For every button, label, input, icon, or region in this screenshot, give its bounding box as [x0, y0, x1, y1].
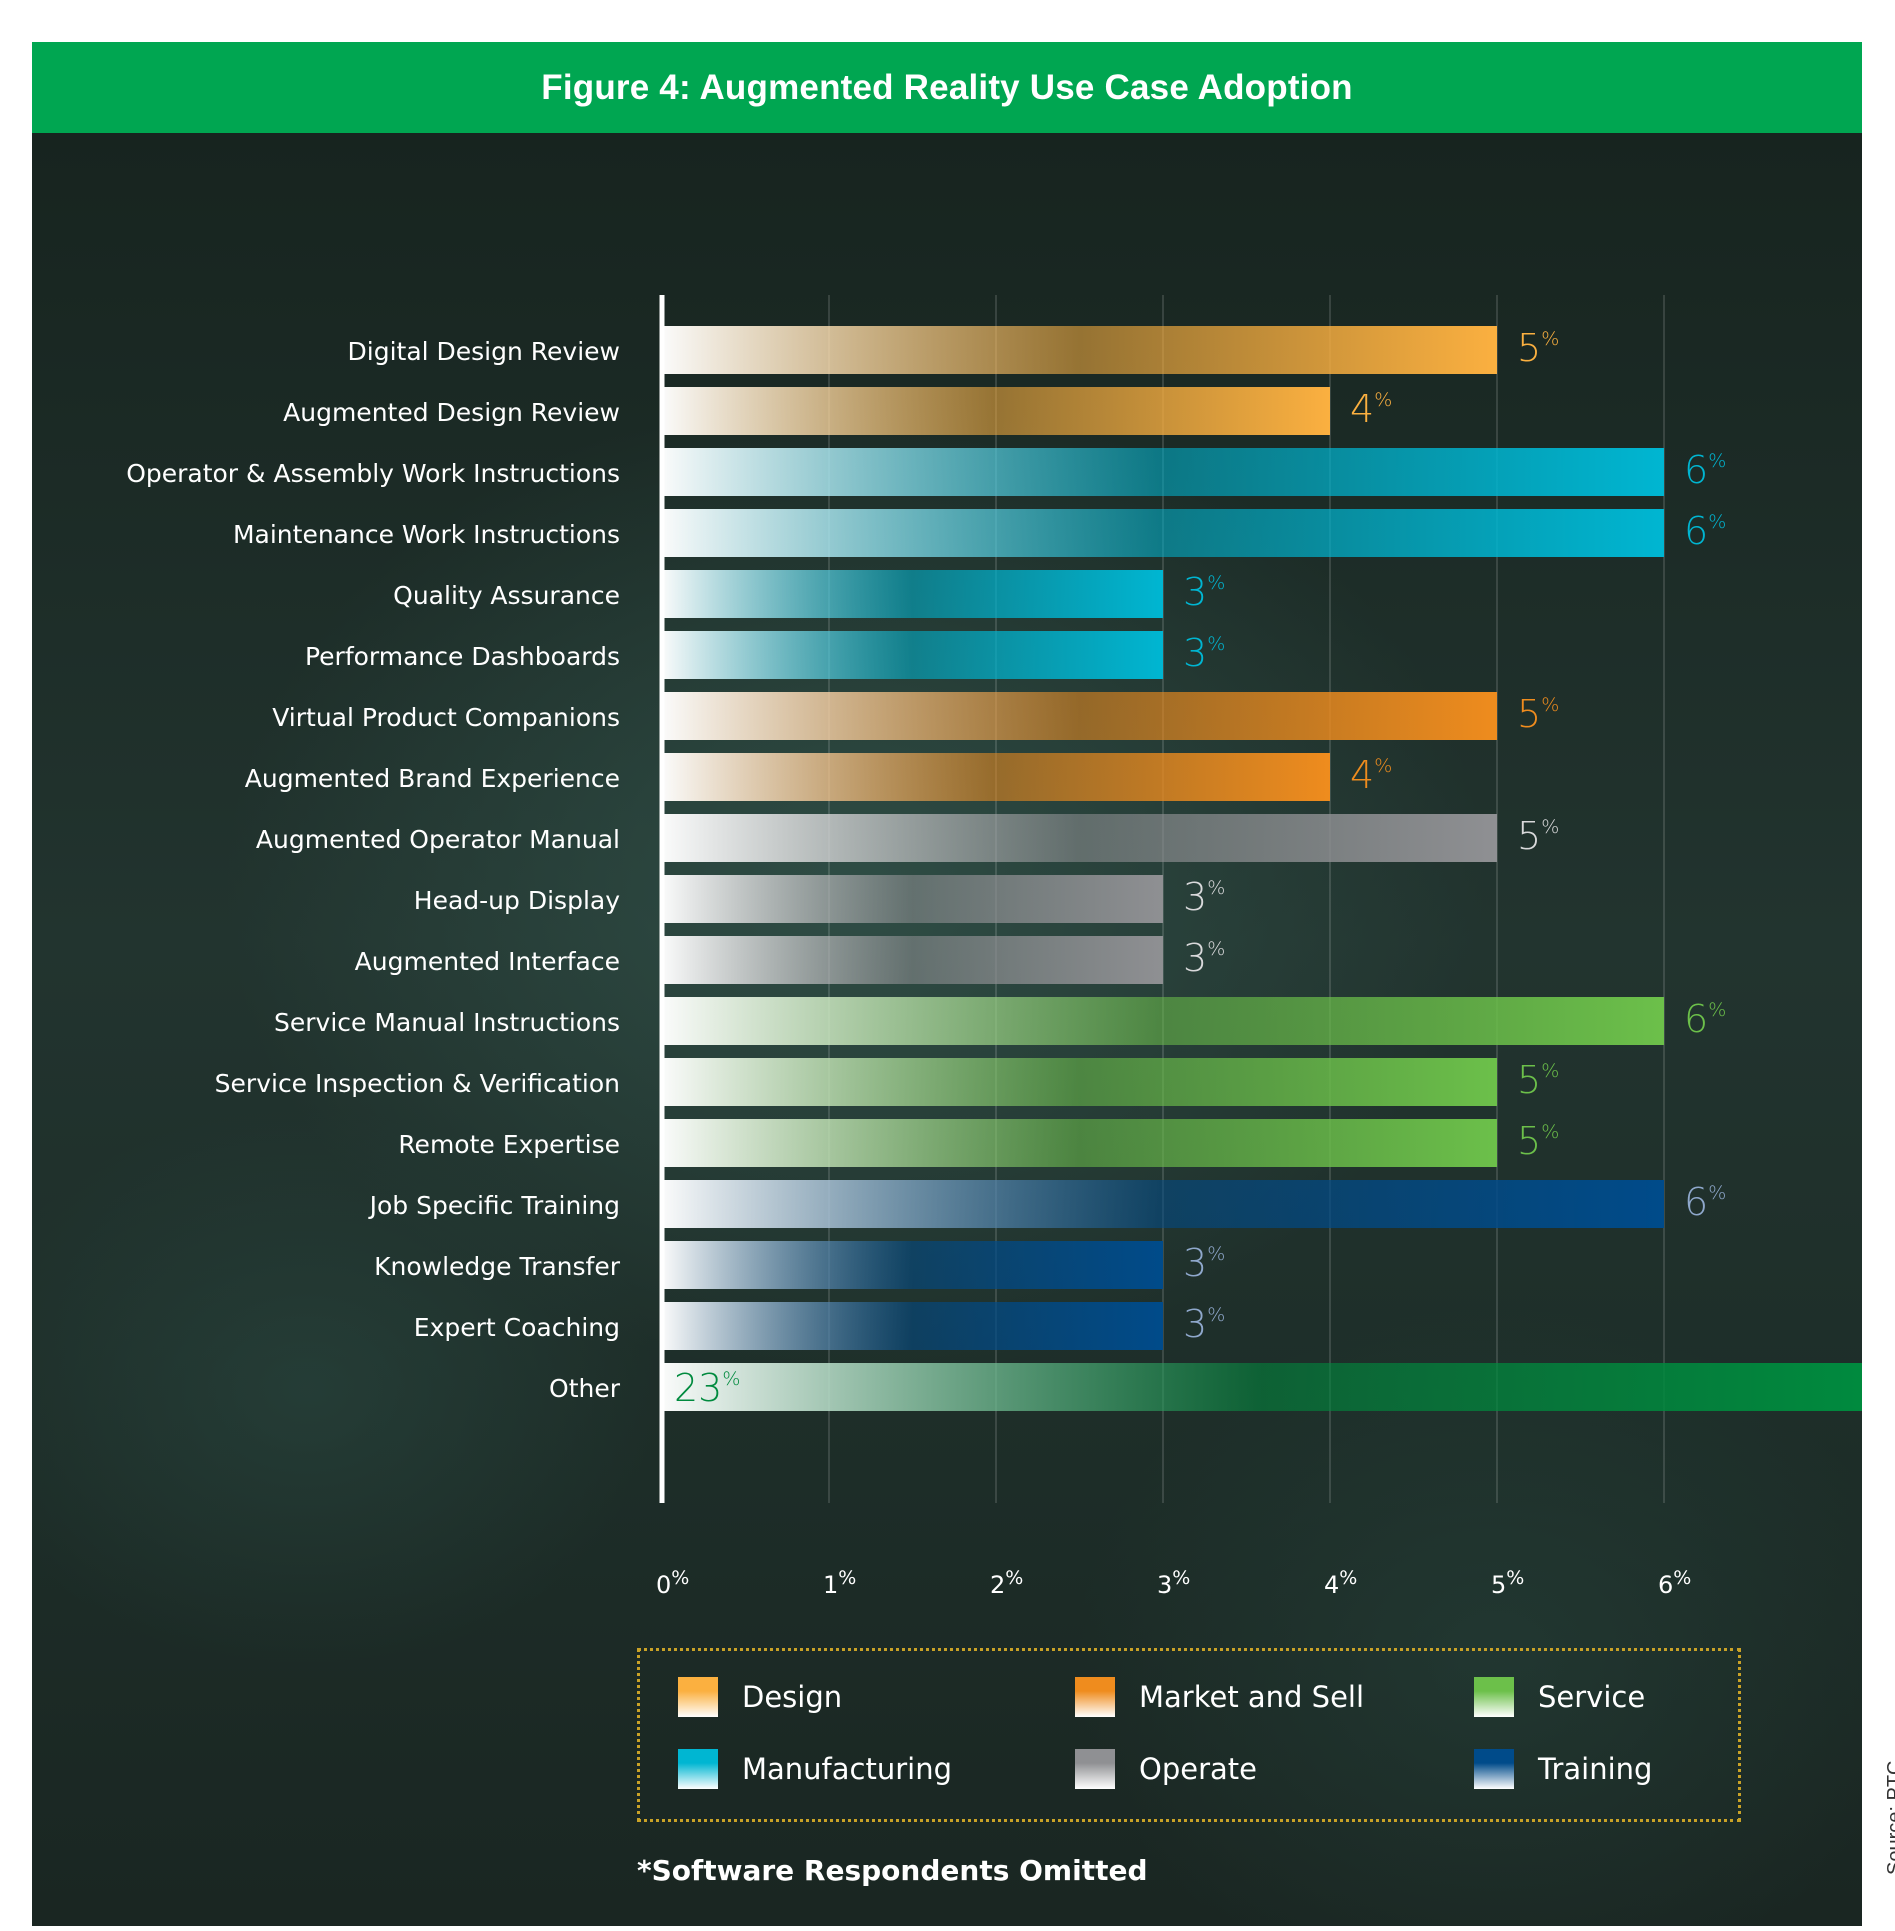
footnote: *Software Respondents Omitted	[637, 1854, 1148, 1887]
bar	[662, 570, 1163, 618]
category-label: Digital Design Review	[348, 337, 621, 366]
x-tick-label: 2%	[990, 1567, 1023, 1599]
value-label: 6%	[1684, 997, 1726, 1041]
legend-swatch	[1075, 1677, 1115, 1717]
legend-label: Training	[1538, 1752, 1653, 1786]
bar	[662, 936, 1163, 984]
legend-item: Market and Sell	[1075, 1677, 1364, 1717]
bar	[662, 326, 1497, 374]
value-label: 5%	[1517, 692, 1559, 736]
bar	[662, 1363, 1862, 1411]
value-label: 5%	[1517, 814, 1559, 858]
bar	[662, 448, 1664, 496]
bar	[662, 1119, 1497, 1167]
legend-item: Training	[1474, 1749, 1652, 1789]
legend-item: Operate	[1075, 1749, 1257, 1789]
value-label: 5%	[1517, 326, 1559, 370]
legend-item: Service	[1474, 1677, 1645, 1717]
x-tick-label: 3%	[1157, 1567, 1190, 1599]
value-label: 3%	[1183, 1302, 1225, 1346]
legend-swatch	[678, 1677, 718, 1717]
bar-chart: 0% 1% 2% 3% 4% 5% 6% Digital Design Review 5% Au…	[126, 295, 1862, 1599]
legend-swatch	[678, 1749, 718, 1789]
value-label: 5%	[1517, 1058, 1559, 1102]
legend-swatch	[1474, 1749, 1514, 1789]
value-label: 3%	[1183, 631, 1225, 675]
category-label: Expert Coaching	[414, 1313, 620, 1342]
bar	[662, 1302, 1163, 1350]
category-label: Other	[549, 1374, 621, 1403]
legend-swatch	[1474, 1677, 1514, 1717]
value-label: 4%	[1350, 387, 1392, 431]
value-label: 6%	[1684, 509, 1726, 553]
category-label: Virtual Product Companions	[272, 703, 620, 732]
category-label: Performance Dashboards	[305, 642, 620, 671]
legend-item: Design	[678, 1677, 842, 1717]
x-tick-label: 6%	[1658, 1567, 1691, 1599]
bar	[662, 1241, 1163, 1289]
category-label: Augmented Design Review	[283, 398, 620, 427]
category-label: Remote Expertise	[398, 1130, 620, 1159]
value-label: 4%	[1350, 753, 1392, 797]
bar	[662, 692, 1497, 740]
bar	[662, 387, 1330, 435]
legend: Design Market and Sell Service Manufacturin…	[637, 1648, 1741, 1822]
value-label: 3%	[1183, 1241, 1225, 1285]
category-label: Knowledge Transfer	[374, 1252, 621, 1281]
value-label: 3%	[1183, 936, 1225, 980]
bar	[662, 753, 1330, 801]
value-label: 6%	[1684, 448, 1726, 492]
category-label: Quality Assurance	[393, 581, 620, 610]
x-tick-label: 0%	[656, 1567, 689, 1599]
source-credit: Source: PTC	[1884, 1760, 1895, 1875]
value-label: 6%	[1684, 1180, 1726, 1224]
figure-frame: Figure 4: Augmented Reality Use Case Ado…	[32, 42, 1862, 1926]
legend-label: Operate	[1139, 1752, 1257, 1786]
category-label: Service Inspection & Verification	[215, 1069, 620, 1098]
category-label: Augmented Brand Experience	[245, 764, 620, 793]
x-tick-label: 1%	[823, 1567, 856, 1599]
x-tick-label: 4%	[1324, 1567, 1357, 1599]
value-label: 3%	[1183, 875, 1225, 919]
legend-swatch	[1075, 1749, 1115, 1789]
legend-label: Manufacturing	[742, 1752, 952, 1786]
bar	[662, 1058, 1497, 1106]
legend-label: Design	[742, 1680, 843, 1714]
category-label: Job Specific Training	[368, 1191, 620, 1220]
category-label: Augmented Operator Manual	[256, 825, 620, 854]
chart-title: Figure 4: Augmented Reality Use Case Ado…	[541, 67, 1353, 107]
bar	[662, 875, 1163, 923]
category-label: Head-up Display	[414, 886, 620, 915]
value-label: 3%	[1183, 570, 1225, 614]
bar	[662, 1180, 1664, 1228]
category-label: Service Manual Instructions	[274, 1008, 620, 1037]
bar	[662, 509, 1664, 557]
title-bar: Figure 4: Augmented Reality Use Case Ado…	[32, 42, 1862, 133]
category-label: Operator & Assembly Work Instructions	[126, 459, 620, 488]
legend-label: Service	[1538, 1680, 1646, 1714]
bar	[662, 814, 1497, 862]
bars	[662, 326, 1862, 1411]
category-label: Maintenance Work Instructions	[233, 520, 620, 549]
bar	[662, 631, 1163, 679]
value-label: 5%	[1517, 1119, 1559, 1163]
category-label: Augmented Interface	[355, 947, 620, 976]
legend-item: Manufacturing	[678, 1749, 952, 1789]
legend-label: Market and Sell	[1139, 1680, 1365, 1714]
bar	[662, 997, 1664, 1045]
x-tick-label: 5%	[1491, 1567, 1524, 1599]
